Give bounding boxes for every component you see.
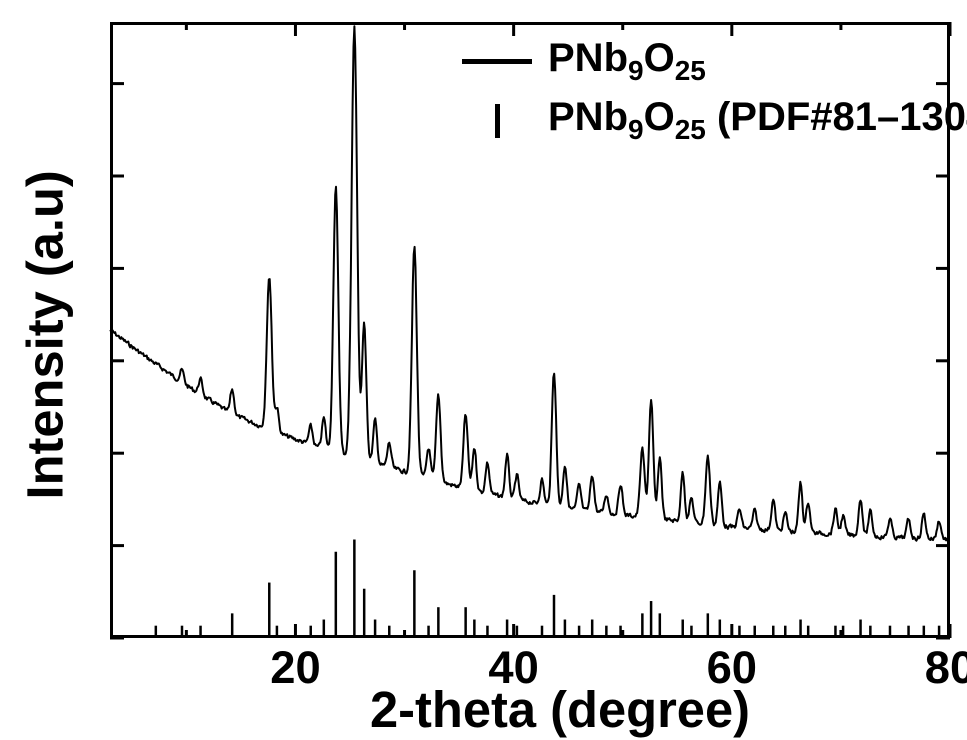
legend-entry: PNb9O25 [460, 36, 967, 87]
legend: PNb9O25 PNb9O25 (PDF#81–1304) [460, 36, 967, 146]
legend-label: PNb9O25 [548, 36, 706, 87]
x-tick-label: 20 [255, 642, 335, 694]
xrd-figure: Intensity (a.u) 20406080 2-theta (degree… [0, 0, 967, 740]
legend-swatch-line-icon [462, 59, 532, 64]
x-axis-label: 2-theta (degree) [330, 680, 790, 739]
legend-swatch-stick-icon [495, 104, 500, 138]
legend-entry: PNb9O25 (PDF#81–1304) [460, 95, 967, 146]
legend-label: PNb9O25 (PDF#81–1304) [548, 95, 967, 146]
x-tick-label: 80 [910, 642, 967, 694]
